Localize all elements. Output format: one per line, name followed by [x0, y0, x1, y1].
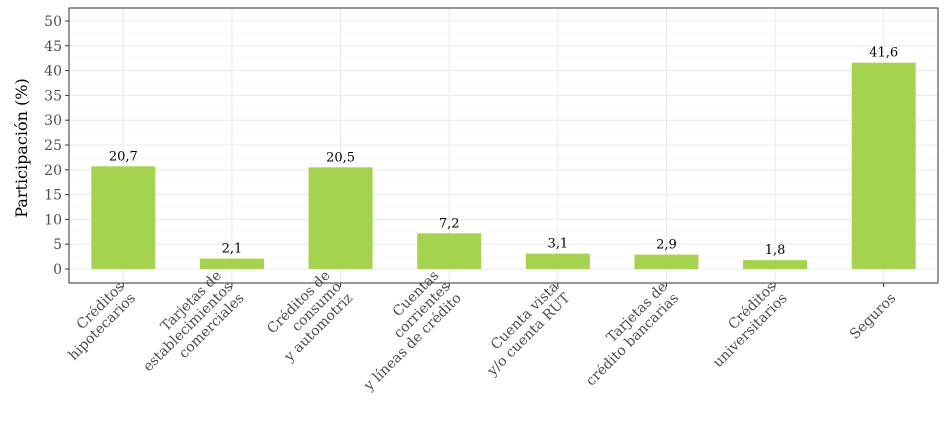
y-axis: 0 5 10 15 20 25 30 35 40 45 50: [44, 14, 69, 278]
bar: [851, 62, 916, 269]
bar: [417, 233, 482, 269]
y-tick-label: 30: [44, 113, 62, 129]
x-tick-label-line: Seguros: [847, 290, 899, 342]
data-label: 7,2: [439, 216, 460, 231]
data-label: 2,1: [222, 242, 243, 257]
x-tick-label: Créditoshipotecarios: [54, 279, 139, 364]
bar: [199, 258, 264, 269]
x-tick-label: Cuenta vistay/o cuenta RUT: [472, 279, 573, 380]
x-axis: Créditoshipotecarios Tarjetas deestableci…: [54, 268, 900, 395]
y-tick-label: 45: [44, 39, 62, 55]
y-tick-label: 20: [44, 163, 62, 179]
x-tick-label: Seguros: [847, 290, 899, 342]
y-tick-label: 40: [44, 64, 62, 80]
grid: [69, 8, 938, 283]
bar: [634, 254, 699, 269]
value-labels: 20,7 2,1 20,5 7,2 3,1 2,9 1,8 41,6: [109, 46, 898, 258]
y-tick-label: 10: [44, 212, 62, 228]
y-tick-label: 25: [44, 138, 62, 154]
y-tick-label: 35: [44, 88, 62, 104]
data-label: 3,1: [547, 237, 568, 252]
data-label: 1,8: [765, 243, 786, 258]
y-axis-title: Participación (%): [12, 78, 31, 217]
data-label: 20,7: [109, 149, 138, 164]
y-tick-label: 5: [53, 237, 62, 253]
bar: [743, 260, 808, 269]
y-tick-label: 15: [44, 188, 62, 204]
data-label: 20,5: [326, 150, 355, 165]
data-label: 41,6: [869, 46, 898, 61]
bar: [91, 166, 156, 269]
data-label: 2,9: [656, 238, 677, 253]
bar: [308, 167, 373, 269]
x-tick-label: Cuentascorrientesy líneas de crédito: [338, 268, 465, 395]
x-tick-label: Tarjetas deestablecimientoscomerciales: [129, 268, 248, 387]
bars: [91, 62, 916, 269]
x-tick-label: Tarjetas decrédito bancarias: [572, 279, 682, 389]
x-tick-label: Créditosuniversitarios: [699, 279, 791, 371]
y-tick-label: 50: [44, 14, 62, 30]
y-tick-label: 0: [53, 262, 62, 278]
bar: [525, 253, 590, 269]
